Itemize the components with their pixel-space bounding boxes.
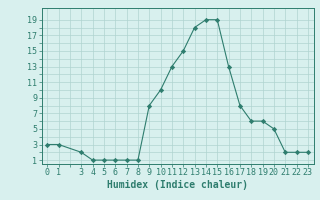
X-axis label: Humidex (Indice chaleur): Humidex (Indice chaleur) bbox=[107, 180, 248, 190]
